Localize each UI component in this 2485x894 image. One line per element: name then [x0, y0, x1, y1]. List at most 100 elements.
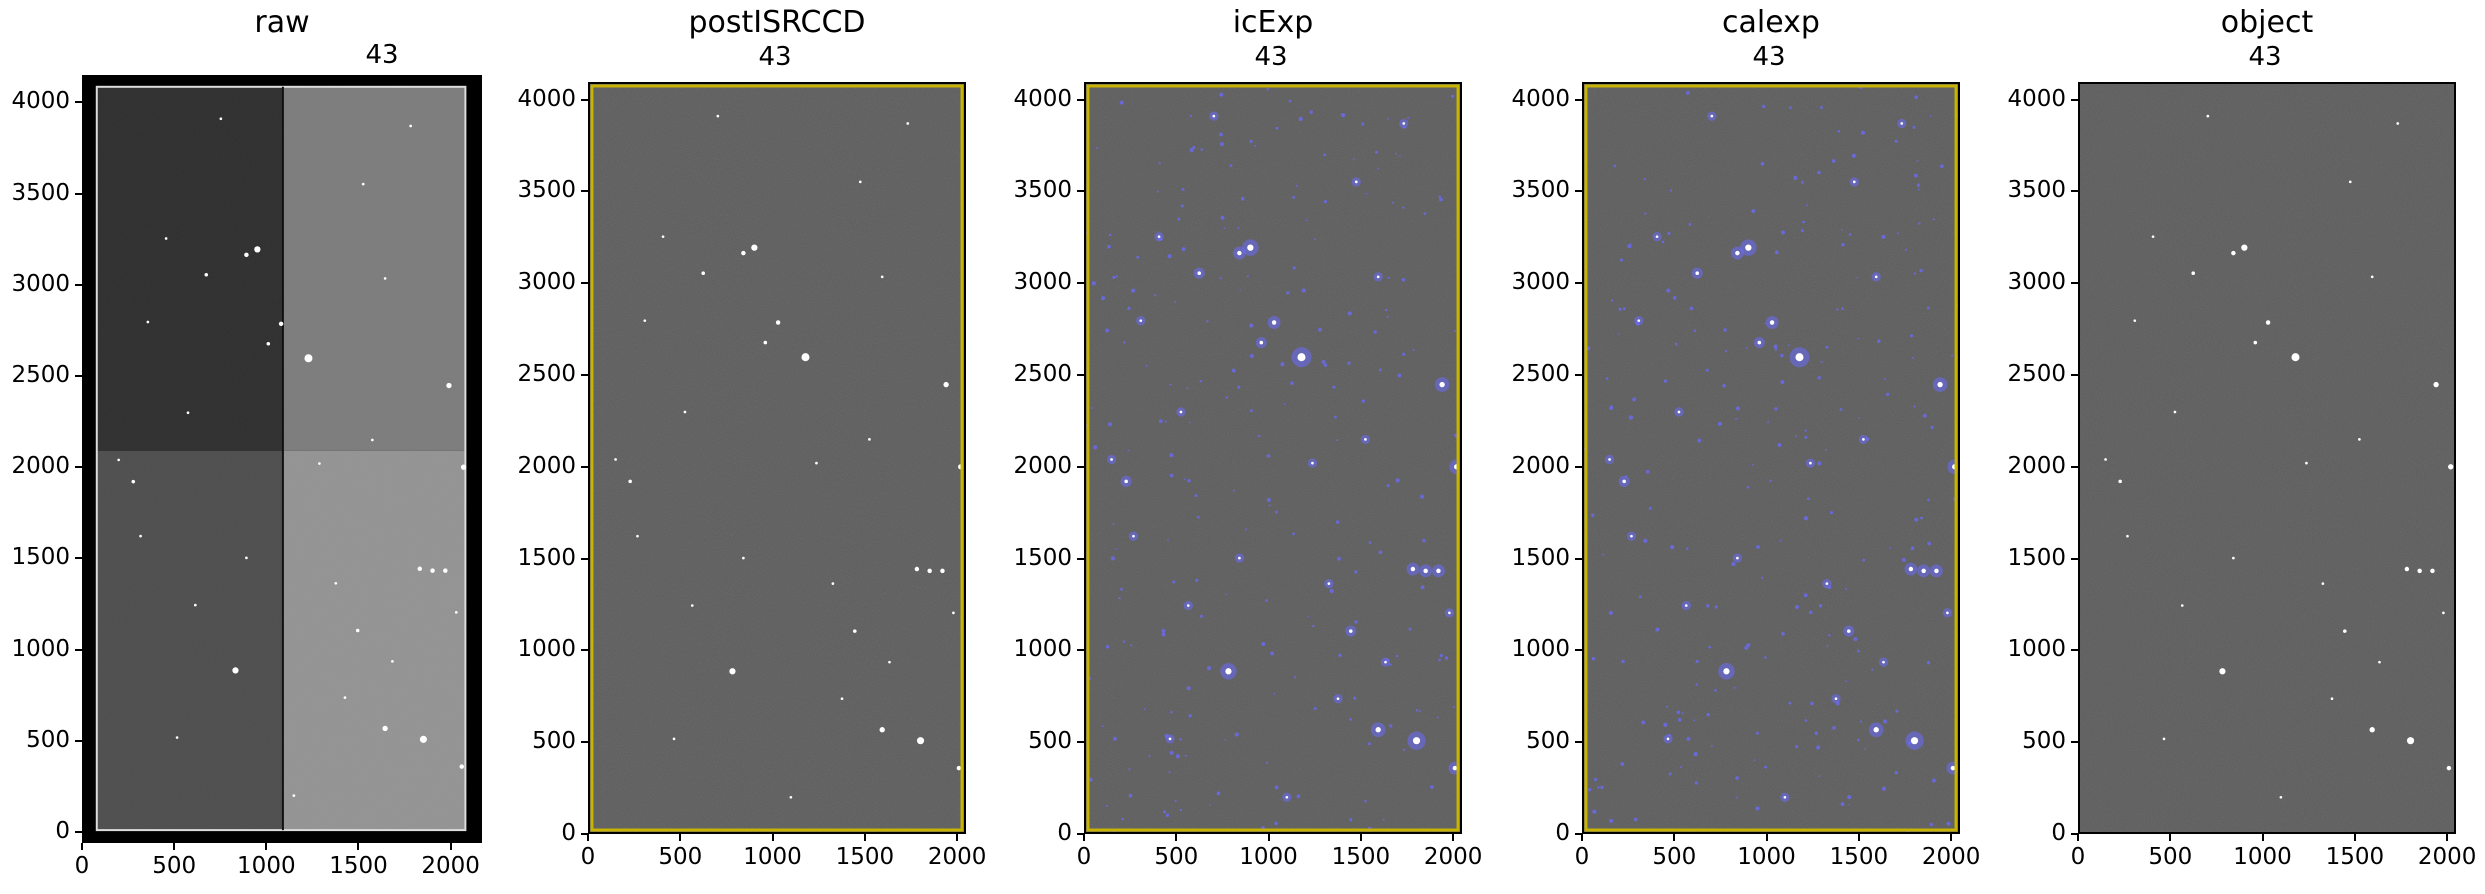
star: [2396, 122, 2400, 125]
x-tick-label: 2000: [927, 844, 987, 870]
y-tick-label: 3500: [11, 179, 70, 206]
star: [1124, 479, 1128, 484]
star: [204, 273, 209, 277]
image-calexp: [1584, 84, 1958, 832]
star: [2446, 765, 2452, 771]
star: [383, 277, 387, 280]
star: [1402, 122, 1406, 125]
image-postISRCCD: [590, 84, 964, 832]
star: [2126, 534, 2129, 538]
y-tick-mark: [1077, 282, 1084, 285]
y-tick-label: 3000: [517, 269, 576, 296]
star: [952, 611, 955, 615]
y-tick-label: 1500: [1013, 544, 1072, 571]
star: [2330, 697, 2334, 701]
x-tick-mark: [449, 843, 452, 850]
star: [1934, 568, 1939, 574]
star: [292, 794, 296, 797]
y-tick-label: 1000: [2007, 636, 2066, 663]
y-tick-mark: [2071, 374, 2078, 377]
star: [1157, 235, 1161, 239]
y-tick-mark: [581, 649, 588, 652]
y-tick-label: 4000: [1013, 85, 1072, 112]
star: [1684, 604, 1688, 607]
star: [940, 568, 945, 574]
star: [278, 321, 284, 327]
star: [382, 725, 388, 732]
star: [775, 320, 781, 325]
star: [1212, 114, 1216, 118]
x-tick-label: 500: [1652, 844, 1697, 870]
y-tick-label: 1500: [1511, 544, 1570, 571]
star: [1139, 319, 1143, 323]
y-tick-label: 1000: [11, 635, 70, 662]
star: [1735, 250, 1740, 256]
x-tick-label: 1000: [1737, 844, 1796, 870]
star: [1259, 340, 1264, 345]
star: [318, 462, 321, 465]
star: [2358, 438, 2361, 441]
star: [815, 461, 818, 465]
x-tick-mark: [587, 834, 589, 841]
sky-noise: [590, 84, 964, 832]
y-tick-label: 3000: [2007, 269, 2066, 296]
image-axes-calexp: [1582, 82, 1960, 834]
y-tick-label: 3500: [1511, 177, 1570, 204]
y-tick-label: 4000: [1511, 85, 1570, 112]
star: [1783, 795, 1787, 799]
star: [244, 252, 249, 258]
star: [2406, 737, 2415, 745]
star: [1710, 114, 1714, 118]
y-tick-label: 0: [1555, 820, 1570, 846]
star: [789, 795, 793, 799]
y-tick-label: 1500: [2007, 544, 2066, 571]
star: [219, 117, 223, 121]
star: [1908, 566, 1914, 572]
x-tick-label: 1500: [329, 853, 388, 879]
image-raw: [84, 77, 480, 841]
y-tick-label: 2000: [11, 453, 70, 480]
x-tick-mark: [1581, 834, 1583, 841]
star: [1412, 737, 1421, 745]
star: [1354, 180, 1358, 184]
x-tick-mark: [863, 834, 866, 841]
y-tick-label: 500: [26, 726, 70, 753]
y-tick-label: 3500: [517, 177, 576, 204]
star: [266, 341, 271, 346]
y-tick-label: 2500: [1013, 361, 1072, 388]
sky-noise: [1584, 84, 1958, 832]
star: [614, 458, 617, 461]
x-tick-label: 1500: [2325, 844, 2385, 870]
y-tick-mark: [2071, 741, 2078, 744]
star: [1795, 353, 1804, 362]
star: [661, 235, 665, 239]
y-tick-label: 0: [2051, 820, 2066, 846]
star: [391, 659, 394, 663]
y-tick-mark: [581, 282, 588, 285]
star: [672, 737, 676, 741]
y-tick-label: 3500: [2007, 177, 2066, 204]
x-tick-mark: [1765, 834, 1768, 841]
y-tick-label: 2500: [517, 361, 576, 388]
x-tick-mark: [1452, 834, 1455, 841]
x-tick-label: 1500: [835, 844, 895, 870]
y-tick-label: 2500: [11, 361, 70, 388]
y-tick-label: 3000: [1511, 269, 1570, 296]
star: [956, 765, 962, 771]
star: [1410, 566, 1416, 572]
x-tick-label: 0: [1574, 844, 1590, 870]
star: [1873, 727, 1879, 733]
x-tick-label: 2000: [2417, 844, 2477, 870]
star: [840, 697, 844, 701]
star: [1937, 381, 1943, 388]
star: [853, 629, 857, 633]
x-tick-label: 0: [74, 853, 90, 879]
star: [1349, 629, 1353, 633]
y-tick-mark: [75, 374, 82, 377]
image-axes-raw: [82, 75, 482, 843]
panel-title-calexp: calexp: [1722, 5, 1820, 40]
y-tick-label: 4000: [517, 85, 576, 112]
x-tick-mark: [771, 834, 774, 841]
x-tick-mark: [956, 834, 959, 841]
panel-subtitle-postISRCCD: 43: [758, 42, 792, 72]
